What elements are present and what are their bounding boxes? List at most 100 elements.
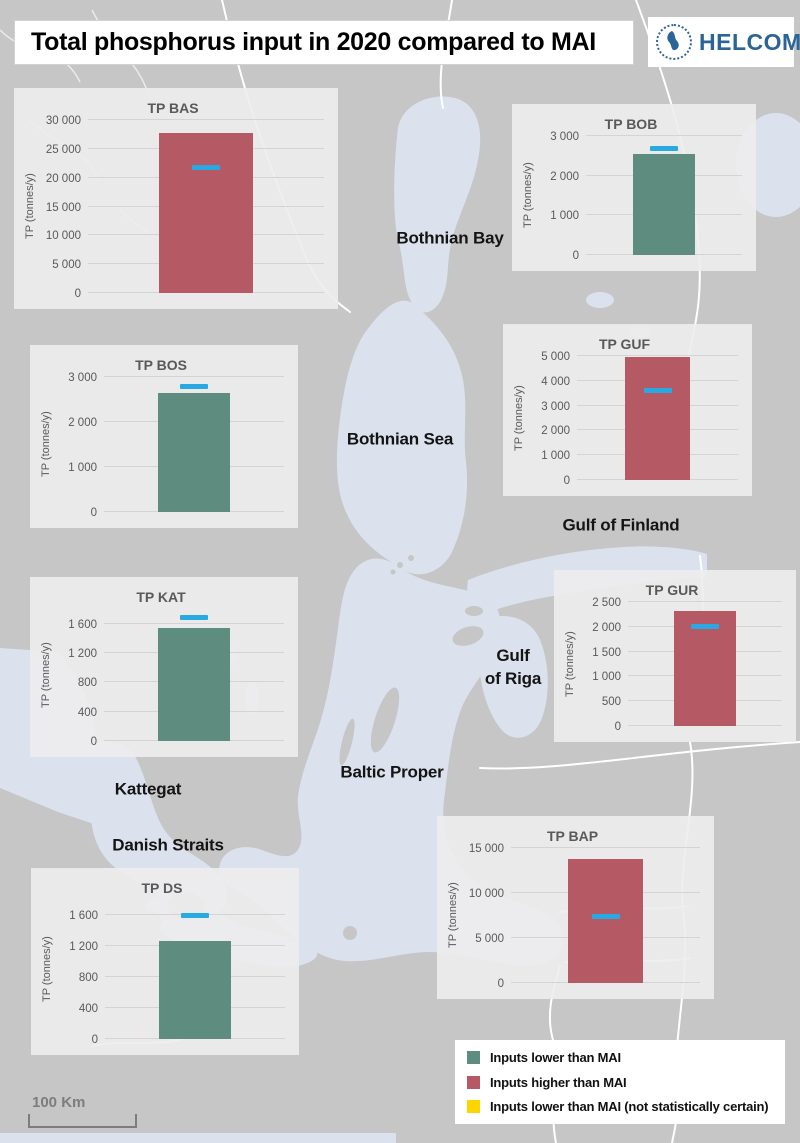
chart-title-tp-gur: TP GUR xyxy=(645,582,699,598)
tick-label: 1 000 xyxy=(541,450,570,463)
tick-label: 400 xyxy=(78,1003,98,1016)
legend-label: Inputs higher than MAI xyxy=(490,1074,627,1090)
mai-marker-tp-bos xyxy=(180,383,208,389)
chart-tp-guf: TP GUF TP (tonnes/y) 0 1 000 2 000 3 000 4 000… xyxy=(503,324,752,496)
legend-label: Inputs lower than MAI (not statistically… xyxy=(490,1099,769,1114)
map-label-bothnian-bay: Bothnian Bay xyxy=(396,228,504,248)
tick-label: 5 000 xyxy=(541,351,570,363)
chart-title-tp-ds: TP DS xyxy=(141,880,183,896)
chart-title-tp-bas: TP BAS xyxy=(147,100,199,116)
map-label-kattegat: Kattegat xyxy=(114,779,182,799)
tick-label: 800 xyxy=(78,972,98,985)
tick-label: 2 000 xyxy=(68,417,97,429)
gridline xyxy=(577,355,738,356)
input-bar-tp-bos xyxy=(158,393,230,512)
input-bar-tp-bob xyxy=(632,153,696,255)
tick-label: 1 000 xyxy=(550,210,579,223)
tick-label: 2 000 xyxy=(592,621,621,634)
tick-label: 0 xyxy=(91,1034,98,1046)
legend-swatch xyxy=(467,1075,480,1089)
tick-label: 0 xyxy=(563,475,570,487)
input-bar-tp-gur xyxy=(674,610,736,726)
chart-title-tp-bob: TP BOB xyxy=(604,116,658,132)
plot-area xyxy=(88,119,324,293)
y-axis-label: TP (tonnes/y) xyxy=(447,882,459,949)
scale-bar: 100 Km xyxy=(28,1094,137,1128)
legend-item-1: Inputs higher than MAI xyxy=(467,1075,773,1090)
y-axis-ticks: 0 1 000 2 000 3 000 xyxy=(54,372,104,519)
legend: Inputs lower than MAI Inputs higher than … xyxy=(455,1040,785,1124)
mai-marker-tp-bap xyxy=(591,914,620,920)
input-bar-tp-bap xyxy=(567,858,644,983)
y-axis-label: TP (tonnes/y) xyxy=(24,173,36,240)
plot-area xyxy=(628,601,782,726)
map-label-baltic-proper: Baltic Proper xyxy=(340,762,444,782)
page-title: Total phosphorus input in 2020 compared … xyxy=(31,28,596,56)
helcom-logo: HELCOM xyxy=(648,17,800,67)
y-axis-ticks: 0 1 000 2 000 3 000 xyxy=(536,131,586,262)
y-axis-label: TP (tonnes/y) xyxy=(564,631,576,697)
legend-item-0: Inputs lower than MAI xyxy=(467,1050,773,1065)
page-title-box: Total phosphorus input in 2020 compared … xyxy=(14,20,634,65)
tick-label: 2 000 xyxy=(541,425,570,438)
tick-label: 5 000 xyxy=(52,259,81,272)
tick-label: 0 xyxy=(90,507,97,519)
input-bar-tp-ds xyxy=(159,940,231,1039)
tick-label: 1 000 xyxy=(68,462,97,475)
chart-title-tp-bap: TP BAP xyxy=(546,828,599,844)
gridline xyxy=(88,119,324,120)
plot-area xyxy=(577,355,738,480)
tick-label: 10 000 xyxy=(45,230,81,243)
scale-bar-bracket xyxy=(28,1114,137,1128)
gridline xyxy=(104,376,284,377)
plot-area xyxy=(104,376,284,512)
y-axis-label: TP (tonnes/y) xyxy=(513,385,525,451)
chart-tp-gur: TP GUR TP (tonnes/y) 0 500 1 000 1 500 2 000 2 … xyxy=(554,570,796,742)
legend-swatch xyxy=(467,1051,480,1064)
y-axis-ticks: 0 500 1 000 1 500 2 000 2 500 xyxy=(578,597,628,733)
tick-label: 1 600 xyxy=(68,618,97,631)
chart-tp-kat: TP KAT TP (tonnes/y) 0 400 800 1 200 1 600 xyxy=(30,577,298,757)
y-axis-ticks: 0 400 800 1 200 1 600 xyxy=(54,609,104,748)
y-axis-label: TP (tonnes/y) xyxy=(41,936,53,1003)
tick-label: 2 500 xyxy=(592,597,621,609)
map-label-gulf-of-finland: Gulf of Finland xyxy=(562,515,680,535)
tick-label: 800 xyxy=(77,677,97,690)
gridline xyxy=(104,622,284,624)
map-label-gulf-of-riga: Gulf of Riga xyxy=(484,646,542,688)
tick-label: 15 000 xyxy=(45,201,81,214)
mai-marker-tp-gur xyxy=(691,623,719,629)
helcom-logo-text: HELCOM xyxy=(699,28,800,55)
plot-area xyxy=(511,847,700,983)
mai-marker-tp-bas xyxy=(192,165,220,171)
mai-marker-tp-guf xyxy=(643,388,672,394)
chart-tp-bap: TP BAP TP (tonnes/y) 0 5 000 10 000 15 000 xyxy=(437,816,714,999)
chart-tp-bos: TP BOS TP (tonnes/y) 0 1 000 2 000 3 000 xyxy=(30,345,298,528)
input-bar-tp-bas xyxy=(158,133,254,293)
y-axis-ticks: 0 400 800 1 200 1 600 xyxy=(55,900,105,1046)
chart-title-tp-bos: TP BOS xyxy=(135,357,187,373)
tick-label: 1 600 xyxy=(69,910,98,923)
tick-label: 1 200 xyxy=(69,941,98,954)
mai-marker-tp-bob xyxy=(650,145,678,151)
gridline xyxy=(586,135,742,136)
helcom-logo-icon xyxy=(656,24,692,60)
tick-label: 10 000 xyxy=(468,888,504,900)
tick-label: 3 000 xyxy=(541,400,570,413)
map-label-bothnian-sea: Bothnian Sea xyxy=(346,429,454,449)
y-axis-ticks: 0 5 000 10 000 15 000 xyxy=(461,843,511,990)
tick-label: 1 200 xyxy=(68,648,97,660)
tick-label: 3 000 xyxy=(550,131,579,143)
tick-label: 0 xyxy=(90,736,97,748)
y-axis-ticks: 0 1 000 2 000 3 000 4 000 5 000 xyxy=(527,351,577,487)
scale-bar-label: 100 Km xyxy=(32,1094,86,1111)
tick-label: 25 000 xyxy=(45,143,81,156)
mai-marker-tp-ds xyxy=(181,912,209,918)
tick-label: 30 000 xyxy=(45,115,81,127)
plot-area xyxy=(105,900,285,1039)
tick-label: 0 xyxy=(614,721,621,733)
chart-title-tp-kat: TP KAT xyxy=(136,589,186,605)
tick-label: 500 xyxy=(601,696,621,709)
tick-label: 15 000 xyxy=(468,843,504,855)
chart-tp-bas: TP BAS TP (tonnes/y) 0 5 000 10 000 15 000 20 … xyxy=(14,88,338,309)
